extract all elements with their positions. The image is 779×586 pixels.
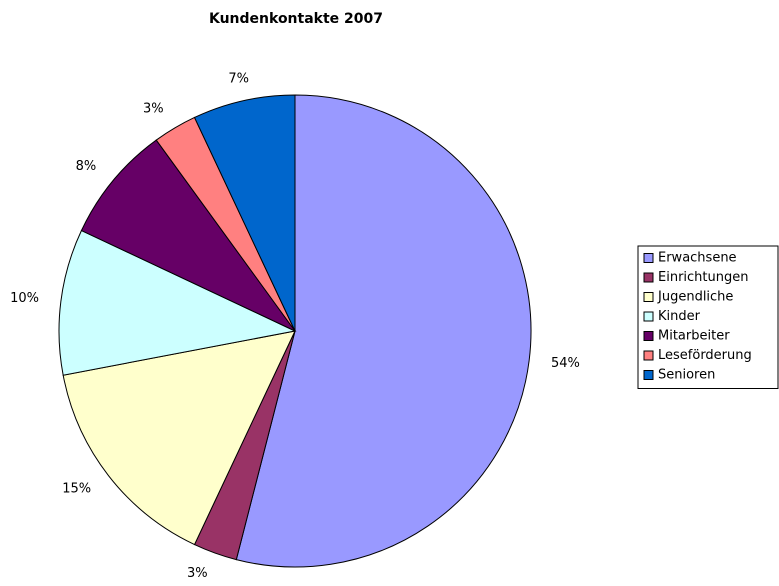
data-label: 3% bbox=[143, 101, 164, 116]
legend-label: Erwachsene bbox=[658, 251, 737, 266]
legend-box bbox=[637, 245, 779, 389]
data-label: 8% bbox=[76, 159, 97, 174]
chart-title: Kundenkontakte 2007 bbox=[209, 11, 383, 27]
legend-swatch bbox=[643, 331, 654, 341]
legend-swatch bbox=[643, 311, 654, 322]
legend-label: Einrichtungen bbox=[658, 270, 748, 285]
legend-label: Senioren bbox=[658, 368, 715, 383]
legend-label: Mitarbeiter bbox=[658, 329, 730, 344]
pie-slice bbox=[58, 229, 297, 376]
pie-slice bbox=[62, 330, 296, 546]
data-label: 3% bbox=[187, 566, 208, 581]
legend-swatch bbox=[643, 350, 654, 361]
pie-slice bbox=[80, 139, 296, 332]
legend-label: Kinder bbox=[658, 309, 701, 324]
legend-swatch bbox=[643, 292, 654, 302]
data-label: 7% bbox=[228, 72, 249, 87]
pie-slice bbox=[193, 94, 296, 332]
data-label: 10% bbox=[10, 291, 39, 306]
legend-swatch bbox=[643, 272, 654, 283]
legend-label: Leseförderung bbox=[658, 348, 752, 363]
legend-label: Jugendliche bbox=[657, 290, 733, 305]
pie-slice bbox=[235, 94, 532, 568]
legend-swatch bbox=[643, 370, 654, 380]
legend-swatch bbox=[643, 253, 654, 263]
data-label: 15% bbox=[62, 482, 91, 497]
data-label: 54% bbox=[551, 356, 580, 371]
